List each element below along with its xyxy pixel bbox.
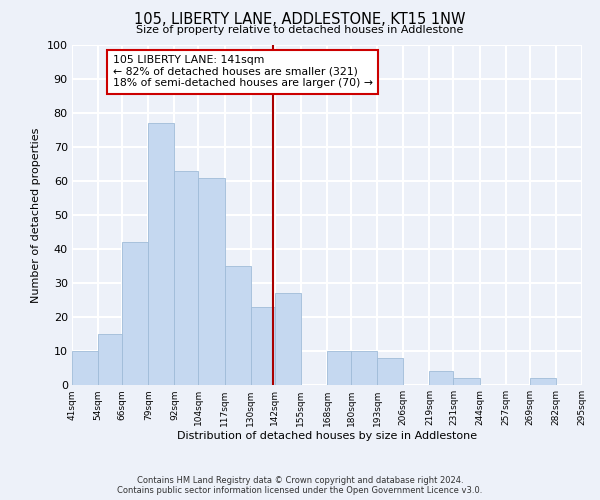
Bar [122,242,148,385]
Bar [98,334,122,385]
Bar [530,378,556,385]
Bar [72,351,98,385]
Bar [430,372,454,385]
Text: 105, LIBERTY LANE, ADDLESTONE, KT15 1NW: 105, LIBERTY LANE, ADDLESTONE, KT15 1NW [134,12,466,28]
Bar [275,293,301,385]
Text: Contains HM Land Registry data © Crown copyright and database right 2024.
Contai: Contains HM Land Registry data © Crown c… [118,476,482,495]
Bar [148,123,175,385]
Text: 105 LIBERTY LANE: 141sqm
← 82% of detached houses are smaller (321)
18% of semi-: 105 LIBERTY LANE: 141sqm ← 82% of detach… [113,55,373,88]
Bar [251,307,275,385]
Text: Size of property relative to detached houses in Addlestone: Size of property relative to detached ho… [136,25,464,35]
Bar [199,178,224,385]
Bar [351,351,377,385]
Y-axis label: Number of detached properties: Number of detached properties [31,128,41,302]
Bar [224,266,251,385]
Bar [377,358,403,385]
Bar [454,378,479,385]
Bar [327,351,351,385]
X-axis label: Distribution of detached houses by size in Addlestone: Distribution of detached houses by size … [177,431,477,441]
Bar [175,171,199,385]
